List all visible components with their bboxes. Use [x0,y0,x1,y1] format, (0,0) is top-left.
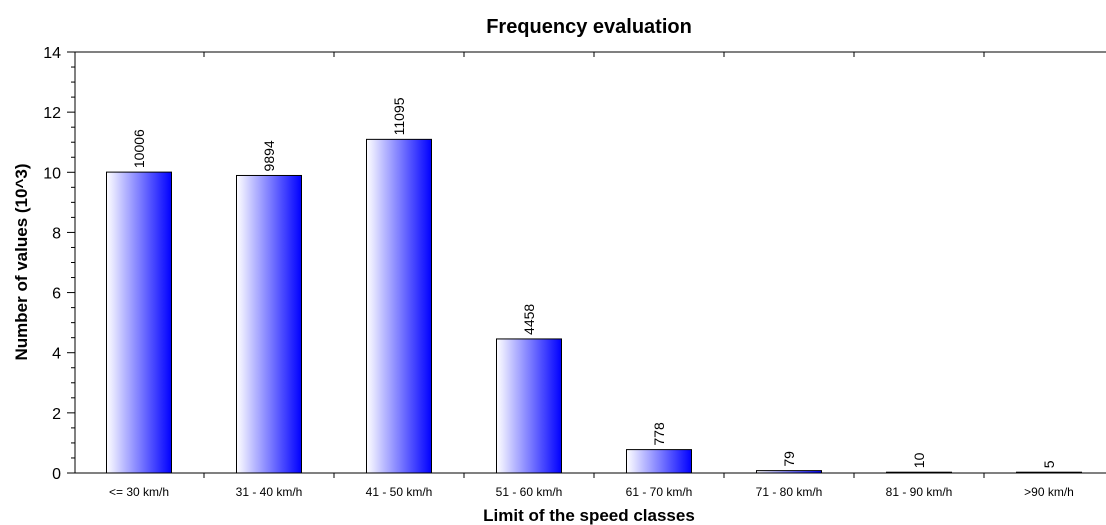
plot-area: 0 2 4 6 8 10 12 14 <= 30 km/h 10006 31 - 40 km/h 98… [43,45,1106,499]
x-tick-label: <= 30 km/h [109,485,169,499]
x-axis-label: Limit of the speed classes [483,506,695,525]
x-tick-label: 31 - 40 km/h [236,485,303,499]
y-tick-label: 8 [52,225,61,242]
x-tick-label: 41 - 50 km/h [366,485,433,499]
x-tick-label: >90 km/h [1024,485,1074,499]
y-axis-label: Number of values (10^3) [12,164,31,361]
y-tick-label: 6 [52,286,61,303]
data-label: 4458 [521,304,537,335]
bar [366,138,432,474]
data-label: 778 [651,422,667,446]
x-tick-label: 71 - 80 km/h [756,485,823,499]
data-label: 9894 [261,140,277,171]
data-label: 10006 [131,129,147,168]
bar [886,471,952,474]
y-tick-label: 12 [43,105,61,122]
chart-title: Frequency evaluation [486,16,692,38]
bar [496,338,562,474]
x-tick-label: 61 - 70 km/h [626,485,693,499]
y-tick-label: 0 [52,466,61,483]
y-tick-label: 4 [52,346,61,363]
data-label: 5 [1041,460,1057,468]
bar [1016,471,1082,474]
x-tick-label: 51 - 60 km/h [496,485,563,499]
data-label: 11095 [391,97,407,135]
bar [236,174,302,474]
data-label: 79 [781,451,797,467]
data-label: 10 [911,452,927,468]
y-tick-label: 10 [43,165,61,182]
bar [626,449,692,474]
y-tick-label: 2 [52,406,61,423]
bar [756,470,822,474]
bar [106,171,172,474]
x-tick-label: 81 - 90 km/h [886,485,953,499]
y-tick-label: 14 [43,45,61,62]
